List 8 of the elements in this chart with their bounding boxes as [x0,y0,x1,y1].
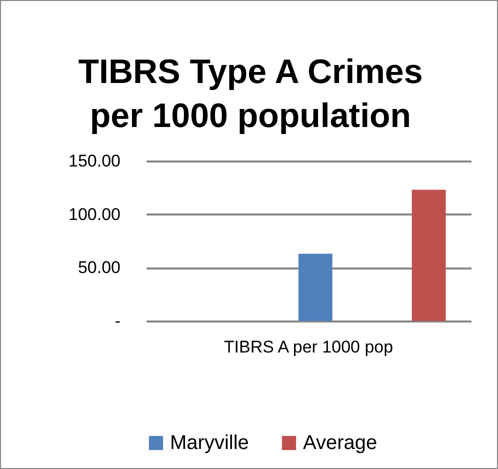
legend-label: Average [303,432,378,454]
y-tick-label: 100.00 [68,204,120,224]
y-tick-label: 150.00 [68,152,120,170]
x-tick-label: TIBRS A per 1000 pop [224,338,394,356]
y-tick-label: 50.00 [78,258,120,278]
legend-label: Maryville [170,432,249,454]
chart-title: TIBRS Type A Crimes per 1000 population [78,53,423,135]
y-tick-label: - [114,312,120,330]
